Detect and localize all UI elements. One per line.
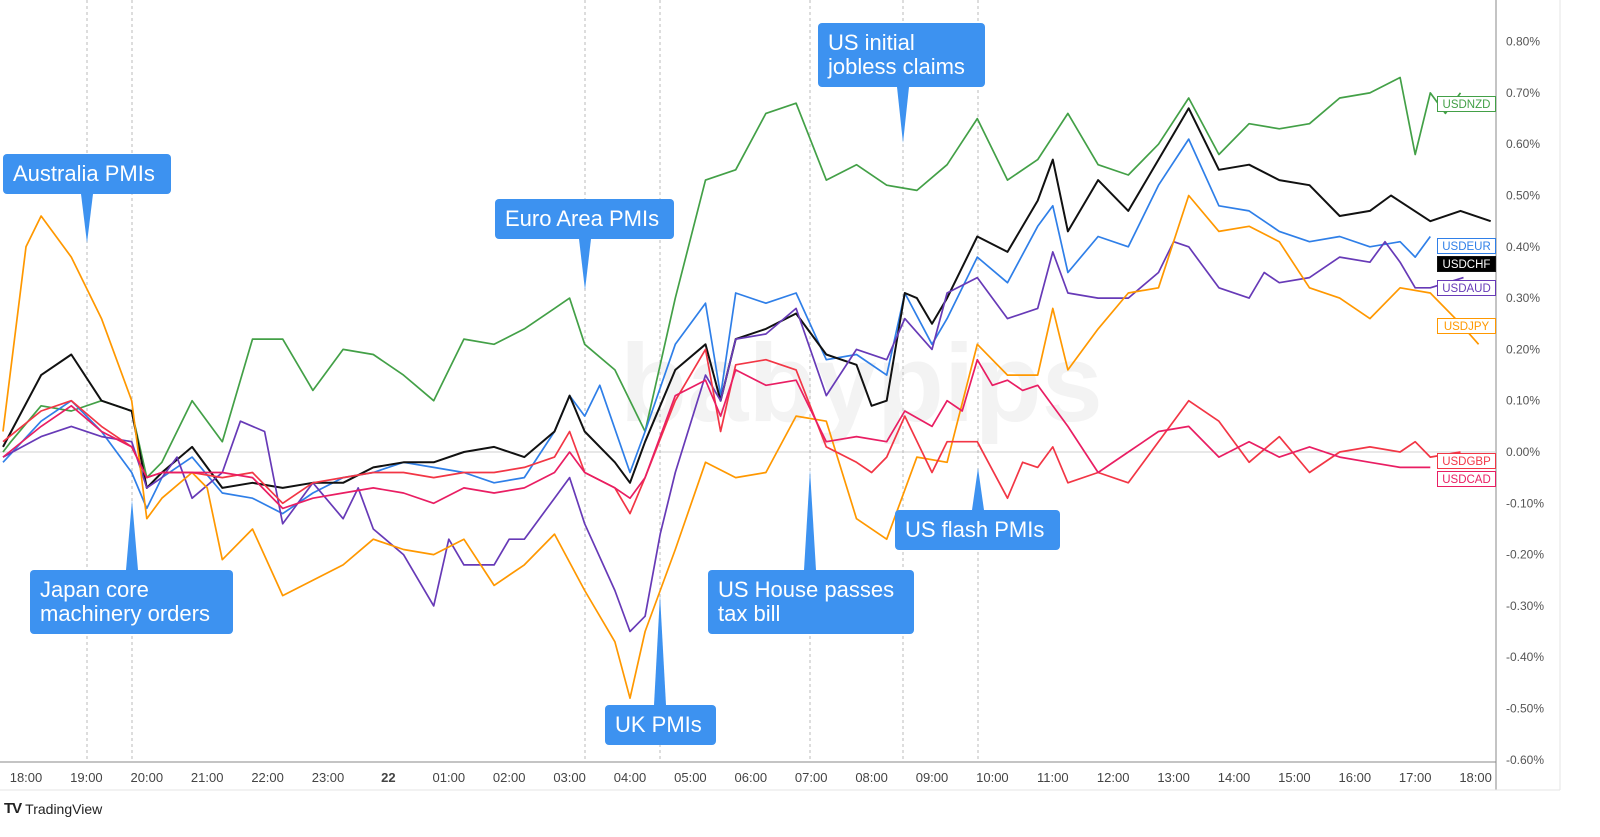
series-label-usdjpy: USDJPY: [1437, 318, 1496, 334]
x-tick-label: 04:00: [614, 770, 647, 785]
x-tick-label: 20:00: [131, 770, 164, 785]
series-line-usdchf[interactable]: [2, 107, 1492, 489]
annotation-callout: US House passes tax bill: [708, 570, 914, 634]
series-line-usdjpy[interactable]: [2, 194, 1480, 700]
series-label-usdgbp: USDGBP: [1437, 453, 1496, 469]
x-tick-label: 18:00: [10, 770, 43, 785]
x-tick-label: 10:00: [976, 770, 1009, 785]
x-tick-label: 11:00: [1037, 770, 1069, 785]
y-tick-label: -0.50%: [1506, 702, 1544, 716]
series-line-usdnzd[interactable]: [2, 76, 1462, 479]
x-tick-label: 15:00: [1278, 770, 1311, 785]
x-tick-label: 07:00: [795, 770, 828, 785]
x-tick-label: 03:00: [553, 770, 586, 785]
y-tick-label: 0.60%: [1506, 137, 1540, 151]
annotation-pointer: [804, 470, 816, 570]
series-line-usdeur[interactable]: [2, 138, 1431, 515]
y-tick-label: -0.30%: [1506, 599, 1544, 613]
annotation-callout: US flash PMIs: [895, 510, 1060, 550]
x-tick-label: 14:00: [1218, 770, 1251, 785]
tradingview-logo: TV: [4, 800, 22, 817]
annotation-callout: Australia PMIs: [3, 154, 171, 194]
annotation-pointer: [654, 595, 666, 705]
x-tick-label: 06:00: [735, 770, 768, 785]
y-tick-label: 0.80%: [1506, 35, 1540, 49]
annotation-pointer: [126, 500, 138, 570]
y-tick-label: 0.00%: [1506, 445, 1540, 459]
series-label-usdnzd: USDNZD: [1437, 96, 1496, 112]
annotation-callout: Euro Area PMIs: [495, 199, 674, 239]
y-tick-label: -0.10%: [1506, 496, 1544, 510]
x-tick-label: 16:00: [1339, 770, 1372, 785]
brand-name: TradingView: [25, 800, 103, 817]
tradingview-brand[interactable]: TV TradingView: [4, 800, 102, 817]
series-label-usdchf: USDCHF: [1437, 256, 1496, 272]
x-tick-label: 01:00: [433, 770, 466, 785]
series-line-usdcad[interactable]: [2, 358, 1431, 510]
x-tick-label: 08:00: [855, 770, 888, 785]
annotation-pointer: [972, 468, 984, 510]
x-tick-label: 19:00: [70, 770, 103, 785]
series-label-usdeur: USDEUR: [1437, 238, 1496, 254]
annotation-callout: US initial jobless claims: [818, 23, 985, 87]
annotation-pointer: [81, 194, 93, 243]
x-tick-label: 02:00: [493, 770, 526, 785]
x-tick-label: 09:00: [916, 770, 949, 785]
x-tick-label: 21:00: [191, 770, 224, 785]
annotation-pointer: [897, 87, 909, 143]
x-tick-label: 18:00: [1459, 770, 1492, 785]
y-tick-label: 0.10%: [1506, 394, 1540, 408]
annotation-callout: Japan core machinery orders: [30, 570, 233, 634]
y-tick-label: 0.50%: [1506, 189, 1540, 203]
x-tick-label: 22: [381, 770, 395, 785]
series-line-usdaud[interactable]: [2, 240, 1464, 633]
y-tick-label: 0.20%: [1506, 342, 1540, 356]
y-tick-label: 0.40%: [1506, 240, 1540, 254]
y-tick-label: -0.40%: [1506, 650, 1544, 664]
y-tick-label: 0.70%: [1506, 86, 1540, 100]
y-tick-label: -0.60%: [1506, 753, 1544, 767]
y-tick-label: -0.20%: [1506, 548, 1544, 562]
series-line-usdgbp[interactable]: [2, 348, 1461, 515]
x-tick-label: 05:00: [674, 770, 707, 785]
x-tick-label: 23:00: [312, 770, 345, 785]
x-tick-label: 12:00: [1097, 770, 1130, 785]
annotation-pointer: [579, 239, 591, 290]
annotation-callout: UK PMIs: [605, 705, 716, 745]
series-label-usdcad: USDCAD: [1437, 471, 1496, 487]
x-tick-label: 17:00: [1399, 770, 1432, 785]
x-tick-label: 13:00: [1157, 770, 1190, 785]
y-tick-label: 0.30%: [1506, 291, 1540, 305]
series-label-usdaud: USDAUD: [1437, 280, 1496, 296]
x-tick-label: 22:00: [251, 770, 284, 785]
